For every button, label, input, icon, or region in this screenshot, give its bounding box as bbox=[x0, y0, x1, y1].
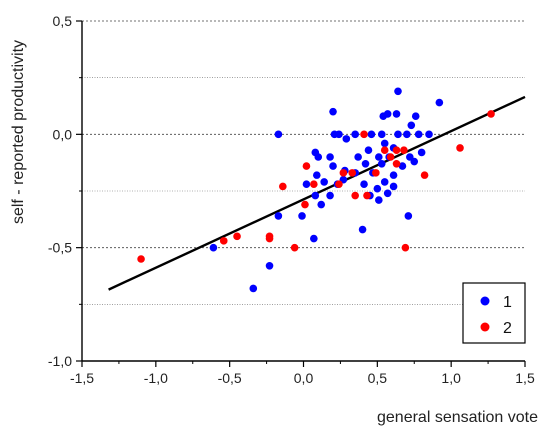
series-1-point bbox=[375, 196, 383, 204]
series-1-point bbox=[354, 153, 362, 161]
series-1-point bbox=[314, 153, 323, 161]
series-2-point bbox=[372, 169, 380, 177]
x-tick-label: -1,5 bbox=[70, 370, 94, 386]
x-tick-label: -1,0 bbox=[144, 370, 168, 386]
x-tick-label: 0,0 bbox=[294, 370, 314, 386]
series-2-point bbox=[420, 171, 429, 179]
axes bbox=[76, 20, 526, 367]
series-1-point bbox=[311, 191, 320, 200]
series-1-point bbox=[417, 148, 426, 157]
series-1-point bbox=[302, 180, 311, 188]
series-2-point bbox=[339, 169, 348, 177]
series-2-point bbox=[380, 146, 389, 154]
series-1-point bbox=[392, 110, 401, 118]
legend-label-2: 2 bbox=[503, 320, 512, 337]
tick-labels: -1,5 -1,0 -0,5 0,0 0,5 1,0 1,5-1,0-0,50,00,5 bbox=[48, 13, 535, 386]
series-2-point bbox=[301, 200, 309, 209]
series-1-point bbox=[394, 130, 402, 139]
series-1-point bbox=[380, 178, 389, 186]
series-1-point bbox=[389, 182, 398, 191]
series-1-point bbox=[329, 162, 337, 170]
series-1-point bbox=[407, 121, 416, 130]
series-2-point bbox=[335, 180, 343, 188]
series-2-point bbox=[392, 160, 401, 168]
legend-box bbox=[462, 282, 526, 344]
series-1-point bbox=[398, 162, 407, 170]
series-1-point bbox=[310, 234, 318, 243]
series-1-point bbox=[375, 153, 383, 161]
series-2-point bbox=[233, 232, 241, 241]
series-1-point bbox=[249, 284, 258, 293]
series-2-point bbox=[302, 162, 311, 170]
y-tick-label: -1,0 bbox=[48, 353, 72, 369]
series-1-point bbox=[383, 189, 392, 198]
series-2-point bbox=[137, 255, 145, 263]
series-1-point bbox=[373, 184, 382, 193]
series-2-point bbox=[363, 191, 371, 200]
series-1-point bbox=[326, 153, 334, 161]
series-1-point bbox=[435, 98, 444, 107]
series-2-point bbox=[219, 237, 228, 245]
series-2-point bbox=[360, 130, 368, 139]
legend-label-1: 1 bbox=[503, 294, 512, 311]
series-1-point bbox=[364, 146, 373, 154]
series-2-point bbox=[456, 144, 464, 152]
series-1-point bbox=[380, 139, 389, 148]
series-1-point bbox=[265, 262, 274, 270]
series-2-point bbox=[351, 191, 359, 200]
x-tick-label: 0,5 bbox=[368, 370, 388, 386]
series-1-point bbox=[358, 225, 367, 234]
series-1-point bbox=[274, 130, 283, 139]
series-1-point bbox=[329, 107, 337, 116]
series-1-point bbox=[342, 135, 351, 143]
y-tick-label: 0,0 bbox=[53, 126, 73, 142]
series-1-point bbox=[298, 212, 306, 220]
series-1-point bbox=[335, 130, 343, 139]
series-2-point bbox=[392, 146, 401, 154]
data-points bbox=[137, 87, 495, 293]
series-1-point bbox=[351, 130, 359, 139]
series-2-point bbox=[487, 110, 495, 118]
series-2-point bbox=[265, 234, 274, 243]
x-tick-label: 1,5 bbox=[515, 370, 535, 386]
series-1-point bbox=[414, 130, 423, 139]
series-2-point bbox=[348, 169, 357, 177]
series-1-point bbox=[411, 112, 420, 120]
series-1-point bbox=[209, 243, 218, 252]
legend-marker-2 bbox=[480, 322, 490, 332]
series-1-point bbox=[274, 212, 283, 220]
y-tick-label: 0,5 bbox=[53, 13, 73, 29]
series-2-point bbox=[279, 182, 287, 191]
x-tick-label: 1,0 bbox=[441, 370, 461, 386]
series-1-point bbox=[410, 157, 419, 166]
series-1-point bbox=[383, 110, 392, 118]
series-1-point bbox=[377, 130, 386, 139]
series-1-point bbox=[389, 171, 398, 179]
series-1-point bbox=[394, 87, 402, 96]
series-1-point bbox=[360, 180, 368, 188]
grid-lines bbox=[82, 20, 525, 305]
legend: 12 bbox=[462, 282, 526, 344]
series-1-point bbox=[367, 130, 376, 139]
series-2-point bbox=[310, 180, 318, 188]
series-1-point bbox=[320, 178, 328, 186]
x-axis-label: general sensation vote bbox=[377, 409, 538, 426]
series-1-point bbox=[425, 130, 433, 139]
series-1-point bbox=[403, 130, 411, 139]
series-1-point bbox=[377, 160, 386, 168]
series-1-point bbox=[312, 171, 321, 179]
series-1-point bbox=[326, 191, 334, 200]
series-2-point bbox=[400, 146, 408, 154]
series-2-point bbox=[290, 243, 299, 252]
x-tick-label: -0,5 bbox=[218, 370, 242, 386]
series-1-point bbox=[404, 212, 413, 220]
series-2-point bbox=[401, 243, 410, 252]
y-tick-label: -0,5 bbox=[48, 240, 72, 256]
legend-marker-1 bbox=[480, 296, 490, 306]
series-1-point bbox=[317, 200, 326, 209]
y-axis-label: self - reported productivity bbox=[10, 40, 27, 224]
series-1-point bbox=[361, 160, 370, 168]
series-2-point bbox=[386, 153, 395, 161]
